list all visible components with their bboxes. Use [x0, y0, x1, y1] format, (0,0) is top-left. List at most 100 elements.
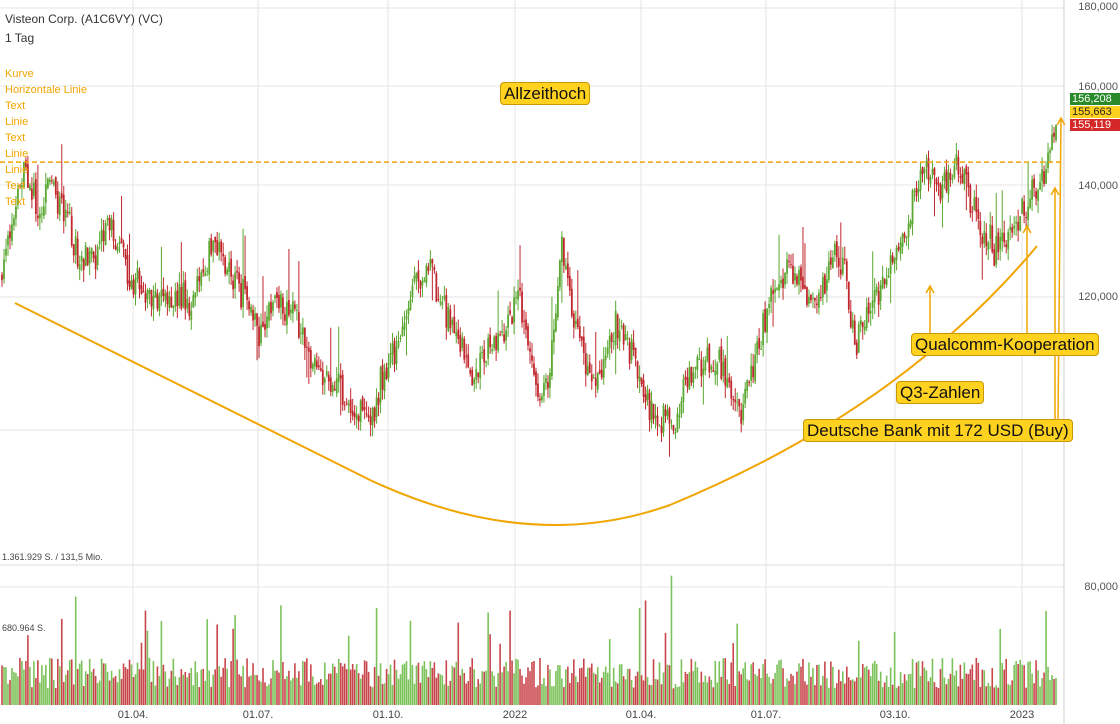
volume-bar: [126, 669, 129, 705]
candle-body: [445, 294, 448, 328]
candle-body: [949, 172, 952, 180]
candle-body: [391, 343, 394, 355]
candle-body: [855, 342, 858, 355]
candle-body: [808, 296, 810, 304]
candle-body: [505, 330, 507, 341]
candle-body: [1053, 132, 1055, 137]
candle-body: [403, 322, 406, 330]
candle-body: [716, 363, 719, 375]
tool-horizontale-linie[interactable]: Horizontale Linie: [5, 84, 87, 96]
candle-body: [429, 259, 432, 268]
annotation-arrow: [1057, 117, 1062, 420]
volume-bar: [726, 679, 729, 705]
callout-qualcomm[interactable]: Qualcomm-Kooperation: [911, 333, 1099, 356]
candle-body: [15, 206, 17, 219]
volume-bar: [471, 658, 474, 705]
volume-bar: [453, 667, 456, 705]
tool-kurve[interactable]: Kurve: [5, 68, 34, 80]
volume-bar: [969, 669, 972, 705]
volume-bar: [690, 658, 693, 705]
candle-body: [610, 333, 613, 343]
volume-bar: [714, 660, 717, 705]
candle-body: [666, 410, 669, 417]
candle-body: [1021, 198, 1024, 214]
tool-text[interactable]: Text: [5, 132, 26, 144]
volume-bar: [250, 675, 252, 705]
volume-bar: [501, 672, 503, 705]
candle-body: [521, 291, 523, 323]
volume-bar: [495, 686, 497, 705]
candle-body: [146, 290, 149, 300]
candle-body: [46, 178, 49, 189]
candle-body: [883, 279, 886, 285]
volume-bar: [744, 662, 746, 705]
volume-bar: [381, 683, 384, 705]
tool-text[interactable]: Text: [5, 100, 26, 112]
volume-bar: [752, 662, 754, 705]
volume-bar: [31, 687, 33, 705]
tool-linie[interactable]: Linie: [5, 164, 29, 176]
volume-bar: [822, 675, 824, 705]
volume-bar: [746, 679, 748, 705]
candle-body: [618, 330, 621, 342]
candle-body: [254, 313, 256, 320]
candle-body: [784, 272, 786, 285]
volume-bar: [84, 671, 87, 705]
volume-bar: [393, 659, 396, 705]
candle-body: [887, 274, 890, 278]
callout-deutsche-bank[interactable]: Deutsche Bank mit 172 USD (Buy): [803, 419, 1073, 442]
volume-bar: [154, 685, 157, 705]
callout-allzeithoch[interactable]: Allzeithoch: [500, 82, 591, 105]
candle-body: [297, 311, 300, 338]
candle-body: [913, 190, 916, 192]
volume-bar: [1041, 678, 1043, 705]
volume-bar: [335, 673, 338, 705]
volume-bar: [473, 669, 476, 705]
candle-body: [901, 233, 904, 247]
annotation-lines: [0, 116, 1066, 420]
volume-bar: [670, 575, 673, 705]
volume-bar: [674, 684, 677, 705]
volume-bar: [796, 671, 798, 705]
candle-body: [622, 324, 625, 345]
volume-bar: [455, 661, 458, 705]
candle-body: [979, 220, 982, 236]
candle-body: [94, 255, 97, 270]
candle-body: [702, 368, 705, 375]
volume-bar: [112, 677, 115, 705]
volume-bar: [461, 668, 464, 705]
volume-bar: [678, 686, 681, 705]
candle-body: [21, 185, 23, 187]
volume-bar: [624, 679, 627, 705]
volume-bar: [590, 663, 593, 705]
volume-bar: [53, 679, 55, 705]
candle-body: [315, 360, 318, 368]
callout-q3-zahlen[interactable]: Q3-Zahlen: [896, 381, 985, 404]
volume-bar: [712, 687, 715, 705]
volume-bar: [877, 680, 880, 705]
candle-body: [154, 291, 157, 298]
tool-linie[interactable]: Linie: [5, 148, 29, 160]
volume-bar: [463, 673, 466, 705]
volume-bar: [632, 687, 635, 705]
volume-bar: [943, 677, 946, 705]
interval-label[interactable]: 1 Tag: [5, 31, 35, 45]
candle-body: [686, 377, 689, 387]
volume-bar: [451, 665, 454, 705]
volume-bar: [718, 661, 721, 705]
volume-bar: [96, 683, 99, 705]
tool-linie[interactable]: Linie: [5, 116, 29, 128]
candle-body: [690, 367, 693, 383]
volume-bar: [851, 679, 854, 705]
tool-text[interactable]: Text: [5, 196, 26, 208]
candle-body: [317, 365, 320, 368]
volume-bar: [399, 674, 402, 705]
tool-text[interactable]: Text: [5, 180, 26, 192]
candle-body: [236, 270, 239, 273]
candle-body: [527, 326, 529, 346]
price-tag-close: 155,663: [1070, 106, 1120, 118]
candle-body: [11, 224, 13, 241]
candle-body: [640, 377, 643, 385]
volume-bar: [258, 680, 260, 705]
